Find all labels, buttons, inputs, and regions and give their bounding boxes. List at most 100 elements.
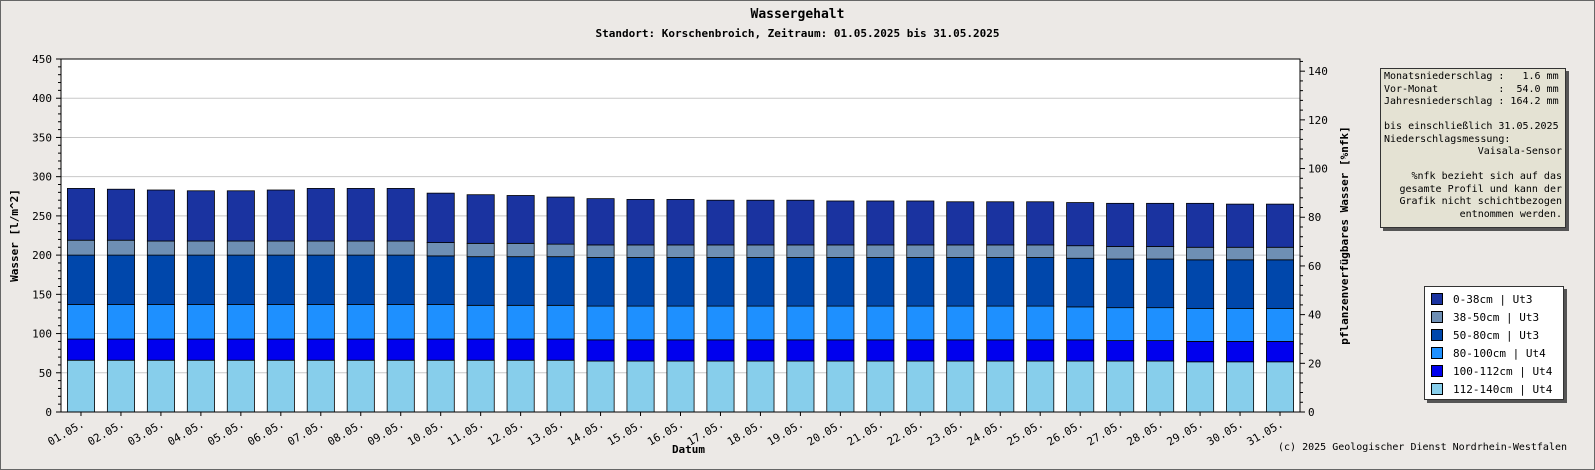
bar-segment [1266, 340, 1295, 363]
bar-segment [266, 189, 295, 242]
bar-segment [1146, 246, 1175, 260]
bar-segment [1066, 339, 1095, 362]
legend-label: 112-140cm | Ut4 [1453, 382, 1553, 396]
bar-segment [106, 304, 135, 340]
bar-segment [1106, 246, 1135, 260]
bar-segment [226, 359, 255, 413]
bar-segment [666, 257, 695, 307]
bar-segment [666, 244, 695, 258]
bar-segment [1146, 340, 1175, 362]
bar-segment [386, 304, 415, 340]
bar-segment [266, 304, 295, 340]
bar-segment [146, 240, 175, 256]
info-note-line: entnommen werden. [1459, 208, 1562, 220]
bar-segment [746, 244, 775, 258]
bar-segment [226, 338, 255, 361]
bar-segment [946, 257, 975, 307]
bar-segment [106, 338, 135, 361]
x-tick-label: 13.05. [525, 417, 566, 448]
bar-segment [186, 254, 215, 305]
bar-segment [866, 200, 895, 246]
bar-segment [1066, 202, 1095, 247]
bar-segment [1226, 308, 1255, 342]
bar-segment [1186, 340, 1215, 363]
x-tick-label: 23.05. [925, 417, 966, 448]
bar-segment [1186, 259, 1215, 309]
bar-segment [626, 360, 655, 413]
bar-segment [746, 360, 775, 413]
x-tick-label: 15.05. [605, 417, 646, 448]
bar-segment [586, 339, 615, 362]
bar-segment [1106, 360, 1135, 413]
legend-swatch [1431, 365, 1443, 377]
precipitation-info-box: Monatsniederschlag : 1.6 mm Vor-Monat : 5… [1380, 68, 1566, 228]
bar-segment [1026, 339, 1055, 362]
bar-segment [1186, 246, 1215, 261]
bar-segment [66, 338, 95, 361]
info-line: Monatsniederschlag : 1.6 mm [1384, 71, 1559, 82]
bar-segment [546, 338, 575, 361]
y-tick-label: 200 [32, 249, 52, 262]
info-line [1384, 109, 1562, 122]
x-tick-label: 03.05. [125, 417, 166, 448]
bar-segment [1066, 257, 1095, 308]
bar-segment [666, 199, 695, 246]
bar-segment [1226, 203, 1255, 248]
bar-segment [946, 305, 975, 341]
bar-segment [506, 195, 535, 244]
bar-segment [986, 305, 1015, 341]
bar-segment [426, 304, 455, 340]
sensor-name: Vaisala-Sensor [1477, 146, 1562, 157]
bar-segment [306, 240, 335, 256]
x-tick-label: 01.05. [46, 417, 87, 448]
bar-segment [386, 240, 415, 256]
bar-segment [1186, 361, 1215, 413]
x-tick-label: 26.05. [1045, 417, 1086, 448]
bar-segment [1026, 201, 1055, 246]
bar-segment [146, 338, 175, 361]
bar-segment [946, 244, 975, 258]
info-line: Vor-Monat : 54.0 mm [1384, 83, 1559, 95]
info-line: Niederschlagsmessung: [1384, 133, 1511, 145]
bar-segment [786, 339, 815, 362]
bar-segment [706, 199, 735, 246]
bar-segment [1106, 258, 1135, 309]
bar-segment [946, 201, 975, 246]
x-tick-label: 09.05. [365, 417, 406, 448]
y2-tick-label: 40 [1308, 309, 1321, 322]
bar-segment [106, 254, 135, 305]
bar-segment [906, 200, 935, 246]
bar-segment [986, 339, 1015, 362]
bar-segment [1266, 361, 1295, 413]
legend-item: 0-38cm | Ut3 [1431, 290, 1557, 308]
bar-segment [1026, 360, 1055, 413]
bar-segment [866, 360, 895, 413]
x-tick-label: 22.05. [885, 417, 926, 448]
legend-swatch [1431, 329, 1443, 341]
bar-segment [226, 304, 255, 340]
bar-segment [226, 190, 255, 242]
bar-segment [826, 257, 855, 307]
bar-segment [666, 339, 695, 362]
bar-segment [626, 339, 655, 362]
bar-segment [746, 305, 775, 341]
bar-segment [986, 257, 1015, 307]
bar-segment [1026, 305, 1055, 341]
bar-segment [1226, 361, 1255, 413]
bar-segment [866, 257, 895, 307]
bar-segment [586, 257, 615, 307]
y-tick-label: 50 [39, 367, 52, 380]
y-axis-label: Wasser [l/m^2] [8, 189, 21, 282]
bar-segment [1266, 259, 1295, 309]
bar-segment [66, 188, 95, 241]
bar-segment [946, 360, 975, 413]
bar-segment [906, 244, 935, 258]
y-tick-label: 150 [32, 288, 52, 301]
bar-segment [786, 305, 815, 341]
bar-segment [346, 188, 375, 242]
bar-segment [906, 360, 935, 413]
x-axis-label: Datum [672, 443, 705, 456]
y2-tick-label: 20 [1308, 357, 1321, 370]
bar-segment [426, 242, 455, 257]
bar-segment [1146, 307, 1175, 342]
